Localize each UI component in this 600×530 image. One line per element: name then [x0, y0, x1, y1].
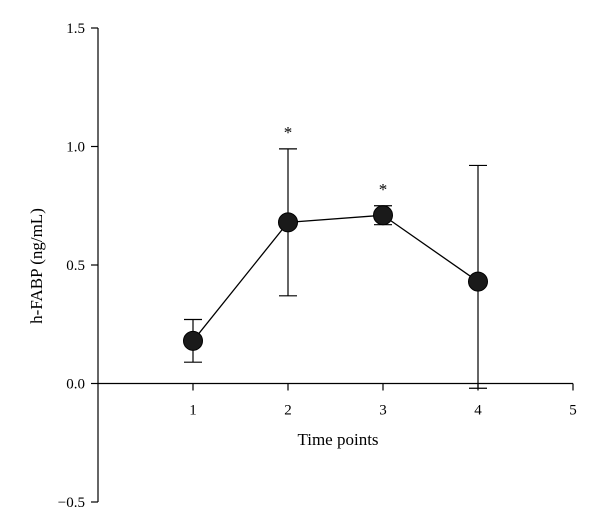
data-point — [468, 271, 488, 292]
y-tick-label: 1.5 — [66, 21, 85, 37]
x-tick-label: 1 — [189, 403, 197, 419]
significance-marker: * — [284, 123, 293, 142]
y-tick-label: 0.5 — [66, 258, 85, 274]
y-tick-label: 0.0 — [66, 377, 85, 393]
x-tick-label: 2 — [284, 403, 292, 419]
y-tick-label: −0.5 — [58, 495, 85, 511]
x-tick-label: 4 — [474, 403, 482, 419]
annotations: ** — [284, 123, 388, 199]
ticks: −0.5 0.0 0.5 1.0 1.5 1 2 3 4 5 — [58, 21, 577, 511]
x-tick-label: 5 — [569, 403, 577, 419]
error-bars — [184, 148, 487, 389]
series-line — [192, 214, 479, 342]
data-point — [183, 330, 203, 351]
significance-marker: * — [379, 180, 388, 199]
y-tick-label: 1.0 — [66, 140, 85, 156]
data-point — [278, 212, 298, 233]
x-axis-label: Time points — [297, 430, 378, 449]
y-axis-label: h-FABP (ng/mL) — [27, 208, 46, 324]
series — [183, 205, 488, 351]
x-tick-label: 3 — [379, 403, 387, 419]
data-point — [373, 205, 393, 226]
